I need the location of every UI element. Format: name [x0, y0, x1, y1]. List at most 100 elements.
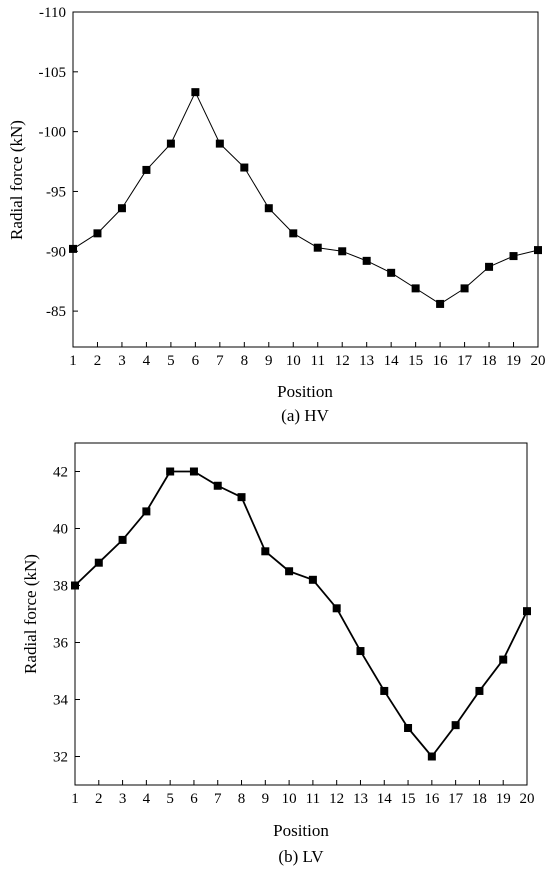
y-tick-label: -100 — [39, 125, 67, 141]
x-tick-label: 4 — [143, 791, 151, 807]
data-point-marker — [436, 299, 445, 308]
data-point-marker — [534, 246, 542, 255]
data-point-marker — [411, 284, 420, 293]
data-point-marker — [142, 507, 151, 516]
chart-lv: 1 2 3 4 5 6 7 8 9 10 11 12 13 14 15 16 17 18 19 20323436384… — [21, 442, 535, 866]
data-point-marker — [451, 721, 460, 730]
series-line-path — [72, 91, 539, 305]
x-tick-label: 8 — [241, 353, 249, 369]
x-axis-title: Position — [273, 821, 329, 840]
y-tick-label: 40 — [53, 522, 68, 538]
series-markers — [69, 88, 542, 308]
x-tick-label: 6 — [190, 791, 198, 807]
x-tick-label: 16 — [424, 791, 440, 807]
x-tick-label: 5 — [166, 791, 174, 807]
y-tick-label: -95 — [46, 184, 66, 200]
y-tick-label: 34 — [53, 693, 69, 709]
y-axis-title: Radial force (kN) — [21, 554, 40, 674]
data-point-marker — [94, 558, 103, 567]
y-tick-label: -110 — [39, 5, 66, 21]
x-tick-label: 3 — [118, 353, 126, 369]
data-point-marker — [485, 262, 494, 271]
x-tick-label: 9 — [262, 791, 270, 807]
data-point-marker — [117, 204, 126, 213]
x-tick-label: 3 — [119, 791, 127, 807]
x-tick-label: 14 — [377, 791, 393, 807]
series-markers — [71, 467, 531, 761]
x-tick-label: 15 — [408, 353, 423, 369]
data-point-marker — [356, 647, 365, 656]
data-point-marker — [289, 229, 298, 238]
x-tick-label: 14 — [384, 353, 400, 369]
data-point-marker — [166, 139, 175, 148]
data-point-marker — [362, 256, 371, 265]
x-tick-label: 2 — [94, 353, 102, 369]
data-point-marker — [427, 752, 436, 761]
x-tick-label: 1 — [71, 791, 79, 807]
data-point-marker — [71, 581, 79, 590]
x-tick-label: 12 — [329, 791, 344, 807]
x-tick-label: 8 — [238, 791, 246, 807]
data-point-marker — [404, 724, 413, 732]
data-point-marker — [509, 252, 518, 261]
data-point-marker — [69, 244, 77, 253]
axis-ticks: 1 2 3 4 5 6 7 8 9 10 11 12 13 14 15 16 17 18 19 20323436384… — [53, 465, 535, 808]
chart-caption: (a) HV — [281, 406, 329, 425]
x-tick-label: 2 — [95, 791, 103, 807]
data-point-marker — [460, 284, 469, 293]
x-tick-label: 13 — [359, 353, 374, 369]
data-point-marker — [499, 655, 508, 664]
chart-caption: (b) LV — [278, 847, 324, 866]
axis-ticks: 1 2 3 4 5 6 7 8 9 10 11 12 13 14 15 16 17 18 19 20-110-105-… — [39, 5, 546, 369]
x-tick-label: 20 — [531, 353, 546, 369]
y-tick-label: 36 — [53, 636, 69, 652]
data-point-marker — [285, 567, 294, 576]
x-tick-label: 10 — [286, 353, 301, 369]
data-point-marker — [93, 229, 102, 238]
x-tick-label: 4 — [143, 353, 151, 369]
data-point-marker — [142, 165, 151, 174]
x-tick-label: 20 — [520, 791, 535, 807]
plot-frame — [72, 11, 539, 348]
data-point-marker — [189, 467, 198, 476]
data-point-marker — [166, 467, 175, 476]
series-line-path — [74, 470, 528, 758]
data-point-marker — [332, 604, 341, 613]
x-tick-label: 19 — [496, 791, 511, 807]
y-tick-label: 38 — [53, 579, 68, 595]
y-tick-label: -85 — [46, 304, 66, 320]
data-point-marker — [475, 686, 484, 695]
x-tick-label: 1 — [69, 353, 77, 369]
data-point-marker — [523, 607, 531, 616]
data-point-marker — [264, 204, 273, 213]
x-tick-label: 13 — [353, 791, 368, 807]
x-tick-label: 9 — [265, 353, 273, 369]
data-point-marker — [313, 243, 322, 252]
data-point-marker — [215, 139, 224, 148]
x-tick-label: 16 — [433, 353, 449, 369]
x-tick-label: 11 — [306, 791, 320, 807]
x-tick-label: 18 — [472, 791, 487, 807]
x-tick-label: 11 — [311, 353, 325, 369]
plot-frame — [74, 442, 528, 786]
x-tick-label: 10 — [282, 791, 297, 807]
data-point-marker — [308, 575, 317, 584]
data-point-marker — [237, 493, 246, 502]
y-tick-label: -105 — [39, 65, 67, 81]
data-point-marker — [118, 535, 127, 544]
data-point-marker — [387, 268, 396, 277]
x-tick-label: 6 — [192, 353, 200, 369]
x-tick-label: 12 — [335, 353, 350, 369]
x-axis-title: Position — [277, 382, 333, 401]
y-tick-label: 32 — [53, 750, 68, 766]
x-tick-label: 7 — [214, 791, 222, 807]
x-tick-label: 7 — [216, 353, 224, 369]
x-tick-label: 5 — [167, 353, 175, 369]
x-tick-label: 17 — [448, 791, 464, 807]
data-point-marker — [191, 88, 200, 97]
y-axis-title: Radial force (kN) — [7, 120, 26, 240]
x-tick-label: 18 — [482, 353, 497, 369]
x-tick-label: 17 — [457, 353, 473, 369]
y-tick-label: 42 — [53, 465, 68, 481]
